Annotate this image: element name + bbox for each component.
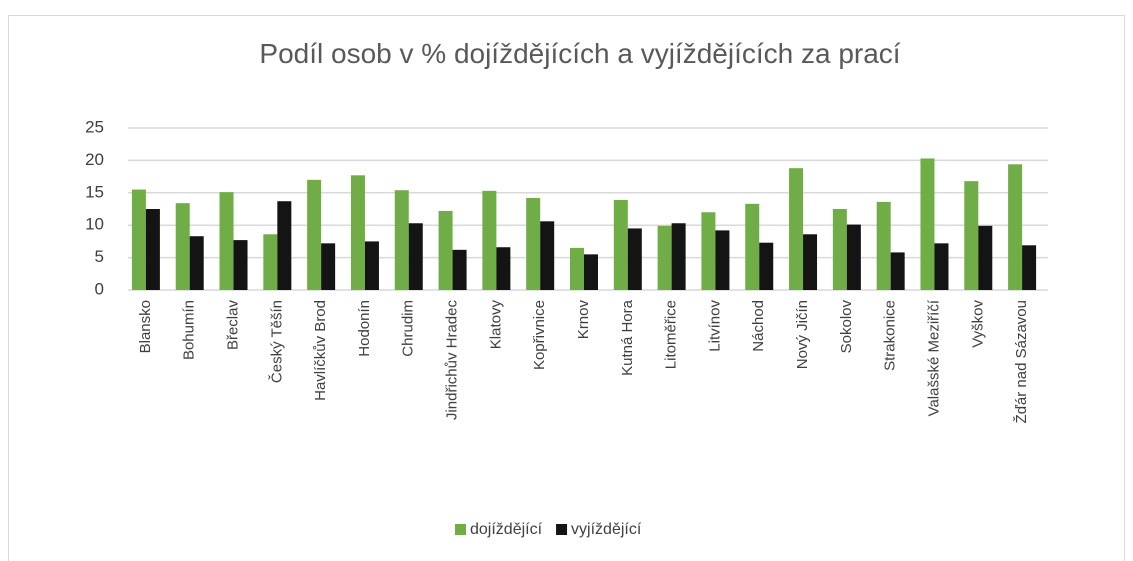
bar [1008,164,1023,290]
bar [277,201,292,290]
bar [408,223,423,290]
x-tick-label: Žďár nad Sázavou [1013,300,1030,423]
bar [321,243,336,290]
y-tick-label: 10 [85,215,104,234]
x-tick-label: Krnov [575,300,592,340]
bar [570,247,584,290]
x-tick-label: Český Těšín [268,300,285,383]
y-tick-label: 0 [95,279,104,298]
bar [890,252,905,290]
bar [438,210,453,290]
x-tick-label: Litoměřice [663,300,680,369]
x-tick-label: Klatovy [487,300,504,350]
bar [934,243,949,290]
legend-label: dojíždějící [470,521,543,538]
x-tick-label: Kopřivnice [531,300,548,370]
bar [964,181,979,290]
bar [394,190,409,290]
x-tick-label: Chrudim [400,300,417,357]
bar [715,230,730,290]
bar [671,223,686,290]
y-tick-label: 20 [85,150,104,169]
legend-swatch [455,524,466,535]
bar [233,240,248,290]
bar [789,168,804,290]
bar [540,221,555,290]
y-tick-label: 5 [95,247,104,266]
bar [175,203,190,290]
x-tick-label: Břeclav [224,300,241,351]
bar [307,179,322,290]
bar [846,224,861,290]
bar [759,242,774,290]
bar [832,209,847,290]
x-tick-label: Nový Jičín [794,300,811,369]
bar [584,254,598,290]
bar [526,197,541,290]
x-tick-label: Náchod [750,300,767,352]
x-tick-label: Vyškov [969,300,986,348]
legend-label: vyjíždějící [571,521,642,538]
bar [627,228,642,290]
bar [701,212,716,290]
legend-swatch [556,524,568,535]
x-tick-label: Valašské Meziříčí [925,299,942,416]
bar [920,158,935,290]
bar [350,175,365,290]
y-tick-label: 25 [85,117,104,136]
x-tick-label: Bohumín [181,300,198,360]
bar [263,234,278,290]
bar [452,249,467,290]
bar [657,225,672,290]
x-tick-label: Blansko [137,300,154,353]
x-tick-label: Sokolov [838,300,855,354]
bar [613,199,628,290]
x-tick-label: Strakonice [882,300,899,371]
x-tick-label: Havlíčkův Brod [312,300,329,401]
bar [745,203,760,290]
bar [145,209,160,290]
bar [131,189,146,290]
bar [1022,245,1037,290]
bar [189,236,204,290]
chart-title: Podíl osob v % dojíždějících a vyjíždějí… [259,38,900,69]
bar [876,201,891,290]
bar [978,225,993,290]
x-tick-label: Hodonín [356,300,373,357]
bar [803,234,818,290]
bar [219,192,234,290]
y-tick-label: 15 [85,182,104,201]
x-tick-label: Kutná Hora [619,299,636,376]
bar [364,241,379,290]
x-tick-label: Jindřichův Hradec [444,300,461,421]
bar [496,247,511,290]
bar [482,190,497,290]
x-tick-label: Litvínov [706,300,723,352]
